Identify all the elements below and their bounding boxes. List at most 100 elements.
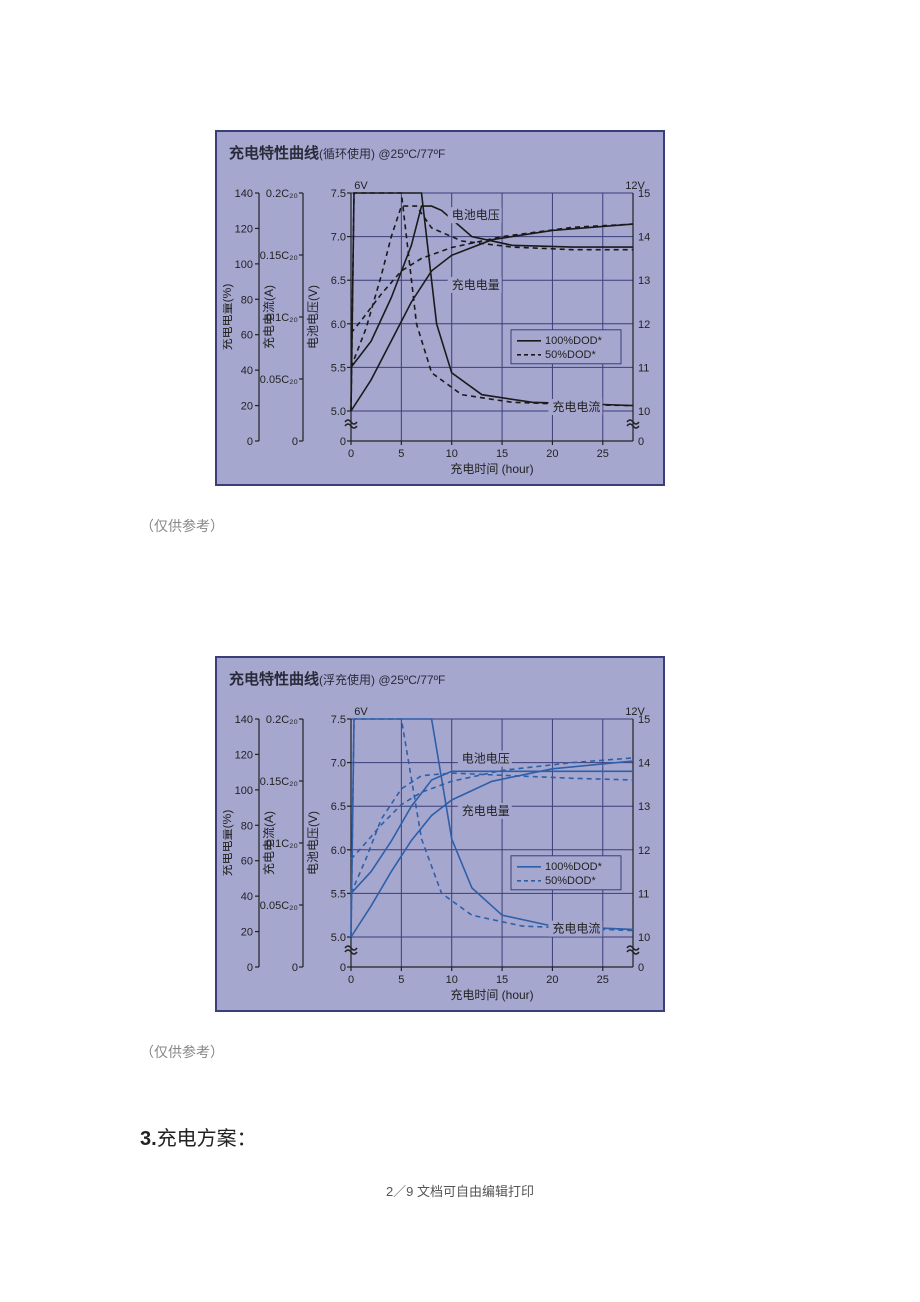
svg-text:5: 5 bbox=[398, 974, 404, 986]
svg-text:6.0: 6.0 bbox=[331, 319, 346, 331]
svg-text:7.5: 7.5 bbox=[331, 714, 346, 726]
svg-text:12: 12 bbox=[638, 319, 650, 331]
svg-text:0: 0 bbox=[292, 962, 298, 974]
section-num: 3. bbox=[140, 1128, 157, 1150]
svg-text:15: 15 bbox=[496, 974, 508, 986]
svg-text:6.0: 6.0 bbox=[331, 845, 346, 857]
document-page: 充电特性曲线(循环使用) @25ºC/77ºF 0204060801001201… bbox=[0, 0, 920, 1240]
svg-text:0.15C₂₀: 0.15C₂₀ bbox=[260, 250, 298, 262]
svg-text:充电电量: 充电电量 bbox=[452, 277, 500, 292]
footer-text: 文档可自由编辑打印 bbox=[417, 1184, 534, 1199]
svg-text:12V: 12V bbox=[625, 180, 645, 192]
svg-text:11: 11 bbox=[638, 888, 649, 900]
chart2-title-sub: (浮充使用) @25ºC/77ºF bbox=[319, 673, 445, 687]
svg-text:40: 40 bbox=[241, 891, 253, 903]
svg-text:充电电流: 充电电流 bbox=[552, 921, 600, 936]
footer-page: 2／9 bbox=[386, 1184, 413, 1199]
svg-text:6V: 6V bbox=[354, 180, 368, 192]
svg-text:0.2C₂₀: 0.2C₂₀ bbox=[266, 714, 298, 726]
svg-text:6V: 6V bbox=[354, 706, 368, 718]
svg-text:0: 0 bbox=[247, 962, 253, 974]
svg-text:0: 0 bbox=[348, 974, 354, 986]
svg-text:7.0: 7.0 bbox=[331, 758, 346, 770]
svg-text:0.05C₂₀: 0.05C₂₀ bbox=[260, 900, 298, 912]
svg-text:0.15C₂₀: 0.15C₂₀ bbox=[260, 776, 298, 788]
svg-text:20: 20 bbox=[546, 448, 558, 460]
svg-text:100%DOD*: 100%DOD* bbox=[545, 335, 603, 347]
svg-text:电池电压: 电池电压 bbox=[462, 752, 510, 766]
svg-text:电池电压: 电池电压 bbox=[452, 208, 500, 222]
svg-text:6.5: 6.5 bbox=[331, 801, 346, 813]
svg-text:13: 13 bbox=[638, 801, 650, 813]
svg-text:充电电量(%): 充电电量(%) bbox=[223, 284, 234, 351]
svg-text:充电电量(%): 充电电量(%) bbox=[223, 810, 234, 877]
svg-text:7.5: 7.5 bbox=[331, 188, 346, 200]
chart1-title: 充电特性曲线(循环使用) @25ºC/77ºF bbox=[223, 138, 657, 173]
svg-text:电池电压(V): 电池电压(V) bbox=[306, 285, 320, 349]
svg-text:充电电流(A): 充电电流(A) bbox=[261, 811, 276, 875]
svg-text:25: 25 bbox=[597, 974, 609, 986]
svg-text:100: 100 bbox=[235, 785, 253, 797]
svg-text:电池电压(V): 电池电压(V) bbox=[306, 811, 320, 875]
chart2-container: 充电特性曲线(浮充使用) @25ºC/77ºF 0204060801001201… bbox=[215, 656, 780, 1012]
page-footer: 2／9 文档可自由编辑打印 bbox=[140, 1181, 780, 1200]
svg-text:0: 0 bbox=[292, 436, 298, 448]
svg-text:5: 5 bbox=[398, 448, 404, 460]
svg-text:80: 80 bbox=[241, 294, 253, 306]
chart1-container: 充电特性曲线(循环使用) @25ºC/77ºF 0204060801001201… bbox=[215, 130, 780, 486]
svg-text:0: 0 bbox=[638, 962, 644, 974]
svg-text:充电电流(A): 充电电流(A) bbox=[261, 285, 276, 349]
svg-text:充电电流: 充电电流 bbox=[552, 399, 600, 414]
svg-text:50%DOD*: 50%DOD* bbox=[545, 875, 596, 887]
svg-text:80: 80 bbox=[241, 820, 253, 832]
svg-text:25: 25 bbox=[597, 448, 609, 460]
svg-text:充电电量: 充电电量 bbox=[462, 803, 510, 818]
svg-text:13: 13 bbox=[638, 275, 650, 287]
svg-text:0.2C₂₀: 0.2C₂₀ bbox=[266, 188, 298, 200]
svg-text:14: 14 bbox=[638, 232, 650, 244]
svg-text:10: 10 bbox=[638, 932, 650, 944]
svg-text:60: 60 bbox=[241, 330, 253, 342]
svg-text:7.0: 7.0 bbox=[331, 232, 346, 244]
svg-text:0: 0 bbox=[638, 436, 644, 448]
chart2-title-main: 充电特性曲线 bbox=[229, 671, 319, 688]
svg-text:20: 20 bbox=[241, 927, 253, 939]
chart2-title: 充电特性曲线(浮充使用) @25ºC/77ºF bbox=[223, 664, 657, 699]
chart2-plot: 02040608010012014000.05C₂₀0.1C₂₀0.15C₂₀0… bbox=[223, 699, 653, 1004]
svg-text:10: 10 bbox=[638, 406, 650, 418]
svg-text:0: 0 bbox=[340, 436, 346, 448]
svg-text:5.0: 5.0 bbox=[331, 932, 346, 944]
chart1-title-main: 充电特性曲线 bbox=[229, 145, 319, 162]
section-heading: 3.充电方案： bbox=[140, 1122, 780, 1151]
svg-text:0: 0 bbox=[348, 448, 354, 460]
svg-text:14: 14 bbox=[638, 758, 650, 770]
svg-text:12: 12 bbox=[638, 845, 650, 857]
svg-text:50%DOD*: 50%DOD* bbox=[545, 349, 596, 361]
note1: （仅供参考） bbox=[140, 516, 780, 536]
chart1-plot: 02040608010012014000.05C₂₀0.1C₂₀0.15C₂₀0… bbox=[223, 173, 653, 478]
svg-text:100: 100 bbox=[235, 259, 253, 271]
chart1-title-sub: (循环使用) @25ºC/77ºF bbox=[319, 147, 445, 161]
svg-text:120: 120 bbox=[235, 223, 253, 235]
svg-text:11: 11 bbox=[638, 362, 649, 374]
svg-text:充电时间 (hour): 充电时间 (hour) bbox=[450, 461, 533, 476]
svg-text:0: 0 bbox=[340, 962, 346, 974]
svg-text:20: 20 bbox=[241, 401, 253, 413]
section-text: 充电方案： bbox=[157, 1128, 257, 1150]
svg-text:40: 40 bbox=[241, 365, 253, 377]
svg-text:10: 10 bbox=[446, 448, 458, 460]
svg-text:60: 60 bbox=[241, 856, 253, 868]
svg-text:0: 0 bbox=[247, 436, 253, 448]
svg-text:0.05C₂₀: 0.05C₂₀ bbox=[260, 374, 298, 386]
svg-text:5.5: 5.5 bbox=[331, 888, 346, 900]
svg-text:10: 10 bbox=[446, 974, 458, 986]
svg-text:100%DOD*: 100%DOD* bbox=[545, 861, 603, 873]
svg-text:6.5: 6.5 bbox=[331, 275, 346, 287]
svg-text:120: 120 bbox=[235, 749, 253, 761]
svg-text:15: 15 bbox=[496, 448, 508, 460]
chart1-box: 充电特性曲线(循环使用) @25ºC/77ºF 0204060801001201… bbox=[215, 130, 665, 486]
svg-text:140: 140 bbox=[235, 188, 253, 200]
svg-text:140: 140 bbox=[235, 714, 253, 726]
chart2-box: 充电特性曲线(浮充使用) @25ºC/77ºF 0204060801001201… bbox=[215, 656, 665, 1012]
svg-text:充电时间 (hour): 充电时间 (hour) bbox=[450, 987, 533, 1002]
